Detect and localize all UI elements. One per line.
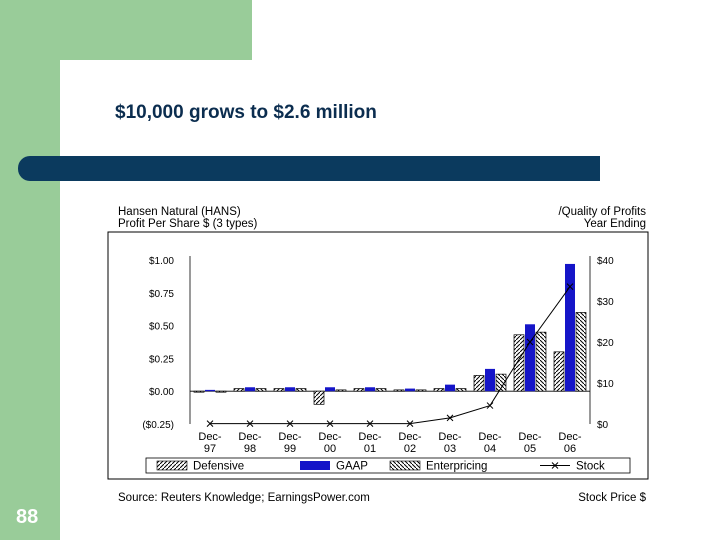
- left-tick-label: $0.00: [149, 387, 174, 398]
- left-tick-label: $0.50: [149, 322, 174, 333]
- chart-header-left-2: Profit Per Share $ (3 types): [118, 218, 258, 230]
- bar-gaap-7: [485, 368, 495, 392]
- bar-gaap-1: [245, 387, 255, 392]
- chart-header-left-1: Hansen Natural (HANS): [118, 206, 241, 218]
- bar-defensive-7: [473, 375, 485, 392]
- bar-gaap-2: [285, 387, 295, 392]
- stock-point-4: [366, 420, 374, 427]
- bar-gaap-0: [205, 389, 215, 392]
- category-label-top: Dec-: [318, 431, 342, 443]
- stock-point-3: [326, 420, 334, 427]
- category-label-bottom: 04: [484, 443, 496, 455]
- bar-enterpricing-7: [495, 373, 507, 392]
- category-label-bottom: 02: [404, 443, 416, 455]
- bar-gaap-3: [325, 387, 335, 392]
- bar-enterpricing-2: [295, 388, 307, 392]
- bar-enterpricing-1: [255, 388, 267, 392]
- bar-enterpricing-9: [575, 312, 587, 392]
- stock-point-0: [206, 420, 214, 427]
- category-label-top: Dec-: [278, 431, 302, 443]
- legend-swatch-stock-marker: [551, 462, 559, 469]
- bar-defensive-8: [513, 334, 525, 392]
- legend-label-defensive: Defensive: [193, 461, 244, 473]
- bar-defensive-2: [273, 388, 285, 392]
- left-tick-label: ($0.25): [142, 420, 174, 431]
- right-tick-label: $40: [597, 256, 614, 267]
- category-label-top: Dec-: [358, 431, 382, 443]
- chart-frame: [107, 231, 649, 480]
- category-label-top: Dec-: [558, 431, 582, 443]
- legend-label-gaap: GAAP: [336, 461, 368, 473]
- bar-defensive-1: [233, 388, 245, 392]
- bar-enterpricing-4: [375, 388, 387, 392]
- legend-label-stock: Stock: [576, 461, 605, 473]
- bar-defensive-4: [353, 388, 365, 392]
- category-label-bottom: 99: [284, 443, 296, 455]
- bar-enterpricing-3: [335, 389, 347, 392]
- legend-box: [145, 457, 631, 474]
- green-frame-side: [0, 0, 60, 540]
- category-label-top: Dec-: [518, 431, 542, 443]
- stock-point-1: [246, 420, 254, 427]
- bar-defensive-5: [393, 389, 405, 392]
- category-label-bottom: 98: [244, 443, 256, 455]
- chart-right-axis-note: Stock Price $: [578, 492, 646, 504]
- right-tick-label: $30: [597, 297, 614, 308]
- left-tick-label: $0.25: [149, 354, 174, 365]
- stock-point-2: [286, 420, 294, 427]
- bar-defensive-9: [553, 351, 565, 392]
- category-label-top: Dec-: [478, 431, 502, 443]
- title-underline-bar: [18, 156, 600, 181]
- legend-label-enterpricing: Enterpricing: [426, 461, 487, 473]
- category-label-bottom: 05: [524, 443, 536, 455]
- category-label-top: Dec-: [438, 431, 462, 443]
- category-label-top: Dec-: [398, 431, 422, 443]
- legend-swatch-enterpricing: [389, 460, 421, 471]
- right-tick-label: $20: [597, 338, 614, 349]
- bar-gaap-8: [525, 324, 535, 392]
- left-tick-label: $1.00: [149, 256, 174, 267]
- bar-gaap-6: [445, 384, 455, 392]
- chart-header-right-1: /Quality of Profits: [558, 206, 646, 218]
- bar-defensive-3: [313, 390, 325, 405]
- bar-gaap-4: [365, 387, 375, 392]
- stock-point-5: [406, 420, 414, 427]
- bar-gaap-9: [565, 263, 575, 392]
- legend-swatch-defensive: [156, 460, 188, 471]
- bar-defensive-6: [433, 388, 445, 392]
- slide-title: $10,000 grows to $2.6 million: [115, 102, 377, 123]
- stock-point-8: [526, 338, 534, 346]
- stock-point-7: [486, 402, 494, 409]
- bar-enterpricing-5: [415, 389, 427, 392]
- chart-source-note: Source: Reuters Knowledge; EarningsPower…: [118, 492, 370, 504]
- category-label-bottom: 00: [324, 443, 336, 455]
- right-tick-label: $0: [597, 420, 609, 431]
- category-label-bottom: 01: [364, 443, 376, 455]
- bar-gaap-5: [405, 388, 415, 392]
- stock-price-line: [210, 286, 571, 425]
- category-label-bottom: 03: [444, 443, 456, 455]
- category-label-bottom: 06: [564, 443, 576, 455]
- bar-enterpricing-6: [455, 388, 467, 392]
- category-label-bottom: 97: [204, 443, 216, 455]
- bar-defensive-0: [193, 390, 205, 393]
- left-tick-label: $0.75: [149, 289, 174, 300]
- legend-swatch-gaap: [300, 461, 330, 470]
- category-label-top: Dec-: [238, 431, 262, 443]
- right-tick-label: $10: [597, 379, 614, 390]
- category-label-top: Dec-: [198, 431, 222, 443]
- bar-enterpricing-0: [215, 390, 227, 393]
- stock-point-9: [566, 283, 574, 291]
- chart-header-right-2: Year Ending: [584, 218, 646, 230]
- stock-point-6: [446, 414, 454, 422]
- page-number: 88: [16, 506, 39, 528]
- bar-enterpricing-8: [535, 331, 547, 392]
